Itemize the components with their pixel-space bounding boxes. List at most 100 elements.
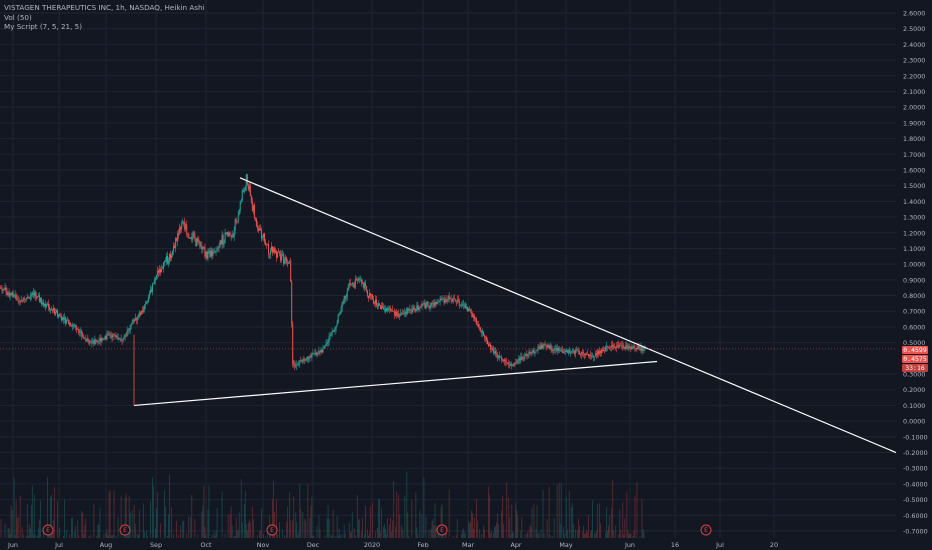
symbol-title[interactable]: VISTAGEN THERAPEUTICS INC, 1h, NASDAQ, H… xyxy=(4,3,205,12)
volume-bar xyxy=(293,496,295,538)
candle-body xyxy=(216,247,218,252)
volume-bar xyxy=(618,534,620,538)
volume-bar xyxy=(399,514,401,538)
volume-bar xyxy=(243,504,245,538)
volume-bar xyxy=(531,507,533,538)
volume-bar xyxy=(406,471,408,538)
candle-body xyxy=(494,351,496,354)
volume-bar xyxy=(622,502,624,538)
candle-body xyxy=(3,289,5,291)
candle-body xyxy=(521,356,523,359)
volume-bar xyxy=(334,535,336,538)
candle-body xyxy=(384,308,386,310)
candle-body xyxy=(485,337,487,338)
candle-body xyxy=(371,294,373,300)
script-indicator-label[interactable]: My Script (7, 5, 21, 5) xyxy=(4,22,83,32)
candle-body xyxy=(102,338,104,340)
candle-body xyxy=(298,363,300,365)
candle-body xyxy=(552,350,554,351)
candle-body xyxy=(199,242,201,247)
volume-bar xyxy=(430,528,432,538)
candle-body xyxy=(212,252,214,256)
candle-body xyxy=(115,335,117,337)
volume-bar xyxy=(369,532,370,538)
candle-body xyxy=(230,234,232,237)
price-tick-label: 1.9000 xyxy=(903,119,925,127)
candle-body xyxy=(420,306,422,308)
volume-bar xyxy=(84,525,86,538)
candle-body xyxy=(343,295,345,304)
candle-body xyxy=(369,293,371,296)
price-tick-label: 0.3000 xyxy=(903,371,925,379)
candle-body xyxy=(171,255,173,259)
candle-body xyxy=(418,308,420,310)
candle-body xyxy=(616,346,618,348)
candle-body xyxy=(114,334,116,337)
candle-body xyxy=(383,307,385,310)
volume-indicator-label[interactable]: Vol (50) xyxy=(4,12,32,22)
volume-bars xyxy=(0,471,645,538)
volume-bar xyxy=(36,535,38,538)
volume-bar xyxy=(612,480,614,538)
volume-bar xyxy=(606,506,608,538)
candle-body xyxy=(475,318,477,325)
volume-bar xyxy=(310,505,312,538)
volume-bar xyxy=(38,519,40,538)
candle-body xyxy=(28,298,30,299)
earnings-marker xyxy=(436,524,448,536)
candle-body xyxy=(323,347,325,349)
candle-body xyxy=(109,334,111,336)
candle-body xyxy=(186,224,188,234)
candle-body xyxy=(314,352,316,354)
candle-body xyxy=(4,287,6,290)
candle-body xyxy=(265,244,267,245)
candle-body xyxy=(101,338,103,342)
candle-body xyxy=(39,297,41,302)
candle-body xyxy=(627,346,629,349)
candle-body xyxy=(458,300,460,306)
volume-bar xyxy=(328,518,330,538)
candle-body xyxy=(161,268,163,273)
close-price-tag: 0.4575 xyxy=(902,355,928,363)
candle-body xyxy=(528,351,530,357)
volume-bar xyxy=(233,535,235,538)
volume-bar xyxy=(497,513,499,538)
candle-body xyxy=(467,308,469,312)
candle-body xyxy=(575,350,577,351)
candle-body xyxy=(235,219,237,222)
volume-bar xyxy=(375,531,376,538)
candle-body xyxy=(27,297,29,299)
volume-bar xyxy=(39,500,41,538)
candle-body xyxy=(196,238,198,246)
volume-bar xyxy=(274,511,275,538)
volume-bar xyxy=(10,505,12,538)
volume-bar xyxy=(29,528,31,538)
volume-bar xyxy=(508,497,510,538)
volume-bar xyxy=(318,515,320,538)
volume-bar xyxy=(641,499,643,538)
volume-bar xyxy=(251,505,253,538)
volume-bar xyxy=(247,522,249,538)
price-tick-label: 2.0000 xyxy=(903,104,925,112)
volume-bar xyxy=(468,523,470,538)
volume-bar xyxy=(171,507,172,538)
candle-body xyxy=(534,352,536,353)
candle-body xyxy=(108,333,110,335)
candle-body xyxy=(239,201,241,210)
volume-bar xyxy=(597,503,598,538)
volume-bar xyxy=(626,491,628,538)
candle-body xyxy=(421,303,423,308)
volume-bar xyxy=(332,509,334,538)
volume-bar xyxy=(594,532,595,538)
candle-body xyxy=(603,349,605,351)
volume-bar xyxy=(591,529,592,538)
volume-bar xyxy=(415,492,417,538)
price-tick-label: -0.2000 xyxy=(903,449,928,457)
candle-body xyxy=(129,325,131,331)
candle-body xyxy=(619,345,621,347)
volume-bar xyxy=(546,519,548,538)
volume-bar xyxy=(305,521,307,538)
volume-bar xyxy=(432,518,434,538)
candle-body xyxy=(78,329,80,333)
